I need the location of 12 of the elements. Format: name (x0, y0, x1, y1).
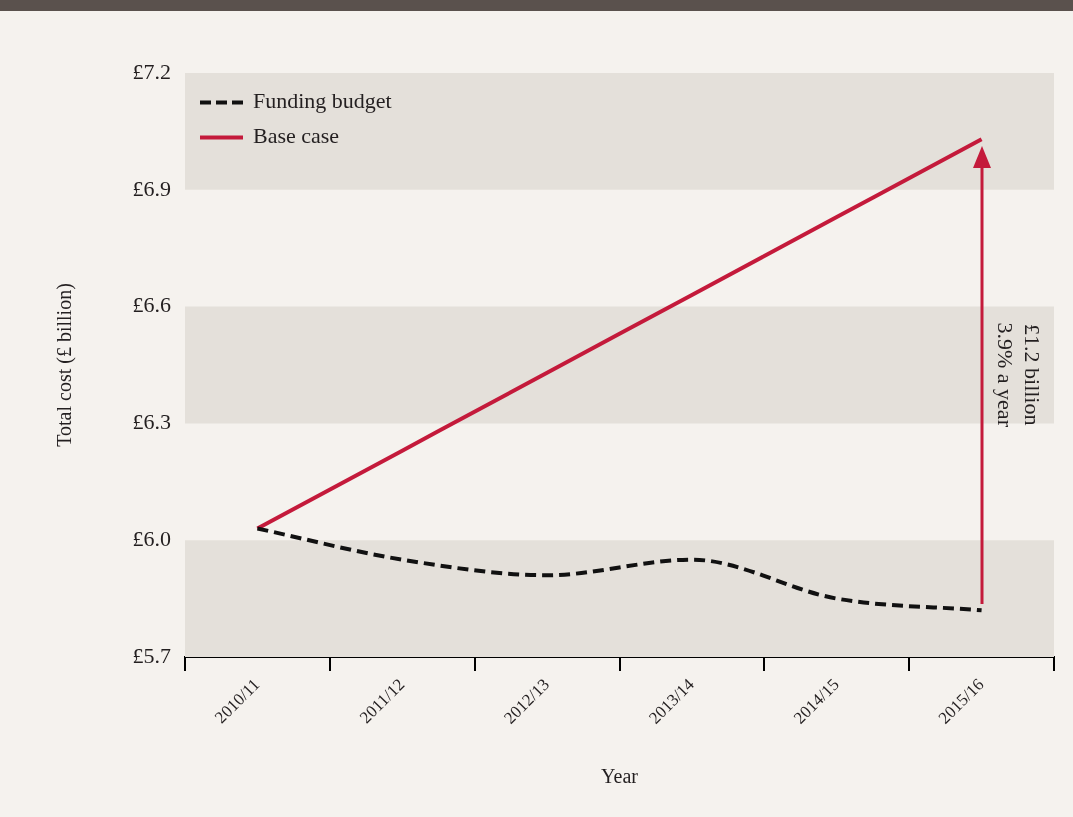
y-tick-label: £6.9 (132, 175, 171, 201)
legend-label: Base case (253, 123, 340, 149)
line-series (255, 526, 984, 613)
y-tick-label: £7.2 (132, 58, 171, 84)
y-tick-label: £6.3 (132, 409, 171, 435)
x-axis-title: Year (601, 765, 639, 788)
y-tick-label: £5.7 (132, 642, 171, 668)
y-tick-label: £6.0 (132, 525, 171, 551)
y-axis-title: Total cost (£ billion) (53, 283, 77, 447)
legend-label: Funding budget (253, 88, 392, 114)
y-tick-label: £6.6 (132, 292, 171, 318)
annotation: £1.2 billion 3.9% a year (993, 322, 1046, 428)
